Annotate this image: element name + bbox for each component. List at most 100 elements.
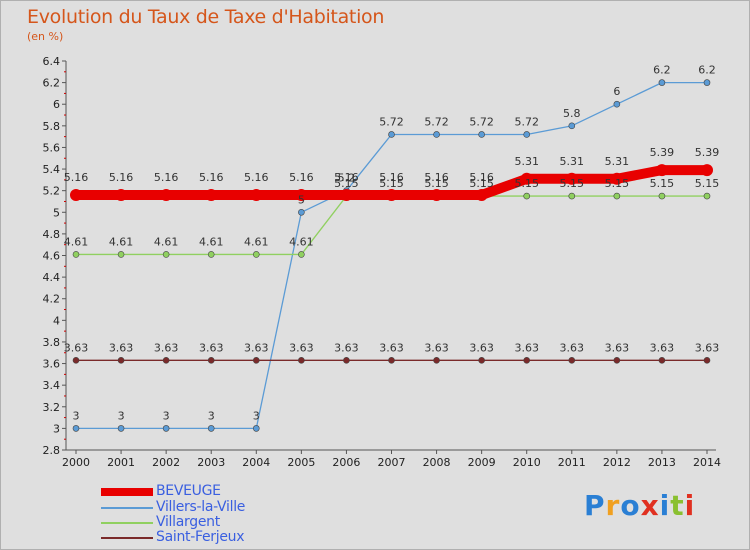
- legend-swatch-villers-la-ville: [101, 507, 153, 509]
- data-point: [72, 357, 80, 364]
- data-label: 3.63: [514, 341, 539, 354]
- y-tick-label: 5.6: [43, 141, 61, 154]
- data-point: [295, 188, 308, 201]
- y-tick-label: 6.4: [43, 55, 61, 68]
- data-label: 6.2: [653, 64, 671, 77]
- data-point: [343, 357, 350, 364]
- data-label: 5.39: [650, 146, 675, 159]
- data-label: 5.72: [469, 115, 494, 128]
- data-point: [117, 425, 125, 432]
- data-point: [475, 188, 488, 201]
- x-tick-label: 2004: [242, 456, 270, 469]
- data-label: 5.16: [64, 171, 89, 184]
- data-point: [162, 251, 170, 258]
- data-point: [703, 192, 711, 200]
- logo-letter: r: [605, 489, 621, 522]
- data-label: 5.31: [605, 155, 630, 168]
- x-tick-label: 2011: [558, 456, 586, 469]
- data-label: 3: [253, 409, 260, 422]
- data-point: [72, 425, 80, 432]
- legend-item-villers-la-ville: Villers-la-Ville: [101, 499, 321, 515]
- data-point: [613, 357, 621, 364]
- legend-swatch-villargent: [101, 522, 153, 524]
- data-label: 3.63: [560, 341, 585, 354]
- data-label: 5.15: [695, 177, 720, 190]
- data-label: 5.8: [563, 107, 581, 120]
- data-label: 5.16: [244, 171, 269, 184]
- data-point: [298, 208, 305, 216]
- x-tick-label: 2014: [693, 456, 721, 469]
- y-tick-label: 5.2: [43, 185, 61, 198]
- data-point: [72, 251, 80, 258]
- logo-letter: t: [670, 489, 685, 522]
- data-label: 5.16: [199, 171, 224, 184]
- data-point: [70, 188, 82, 201]
- y-tick-label: 5: [53, 206, 60, 219]
- data-point: [298, 251, 305, 258]
- data-label: 4.61: [289, 235, 314, 248]
- data-label: 3.63: [424, 341, 449, 354]
- legend-item-beveuge: BEVEUGE: [101, 483, 321, 499]
- logo-letter: x: [640, 489, 660, 522]
- data-label: 5.15: [379, 177, 404, 190]
- data-label: 3: [163, 409, 170, 422]
- data-point: [565, 172, 578, 185]
- proxiti-logo: Proxiti: [584, 489, 695, 522]
- x-tick-label: 2002: [152, 456, 180, 469]
- data-label: 5.15: [469, 177, 494, 190]
- y-tick-label: 4.8: [43, 228, 61, 241]
- data-point: [117, 251, 125, 258]
- legend-item-villargent: Villargent: [101, 514, 321, 530]
- data-point: [252, 251, 260, 258]
- data-point: [701, 164, 713, 177]
- y-tick-label: 5.4: [43, 163, 61, 176]
- logo-letter: i: [684, 489, 696, 522]
- data-label: 4.61: [244, 235, 269, 248]
- logo-letter: o: [620, 489, 641, 522]
- y-tick-label: 3.6: [43, 358, 61, 371]
- y-tick-label: 3.2: [43, 401, 61, 414]
- data-point: [207, 425, 215, 432]
- data-label: 6.2: [698, 64, 716, 77]
- data-label: 5.39: [695, 146, 720, 159]
- legend-label-saint-ferjeux: Saint-Ferjeux: [156, 529, 245, 545]
- data-point: [655, 164, 668, 177]
- x-tick-label: 2008: [423, 456, 451, 469]
- data-point: [523, 357, 531, 364]
- x-tick-label: 2005: [287, 456, 315, 469]
- data-label: 5.16: [469, 171, 494, 184]
- data-label: 4.61: [64, 235, 89, 248]
- data-point: [433, 357, 440, 364]
- data-label: 5.2: [338, 172, 356, 185]
- logo-letter: P: [584, 489, 606, 522]
- data-label: 3.63: [334, 341, 359, 354]
- data-point: [205, 188, 218, 201]
- y-tick-label: 6.2: [43, 77, 61, 90]
- data-label: 3.63: [199, 341, 224, 354]
- data-point: [523, 131, 531, 138]
- data-label: 3.63: [469, 341, 494, 354]
- x-tick-label: 2006: [332, 456, 360, 469]
- data-label: 5.16: [424, 171, 449, 184]
- data-point: [568, 122, 576, 130]
- data-label: 3.63: [244, 341, 269, 354]
- data-point: [568, 357, 576, 364]
- data-point: [388, 357, 395, 364]
- y-tick-label: 4.6: [43, 250, 61, 263]
- data-point: [478, 357, 485, 364]
- data-label: 3.63: [109, 341, 134, 354]
- data-label: 3.63: [695, 341, 720, 354]
- data-point: [117, 357, 125, 364]
- data-label: 4.61: [154, 235, 179, 248]
- data-point: [610, 172, 623, 185]
- data-point: [160, 188, 173, 201]
- data-label: 3.63: [289, 341, 314, 354]
- data-label: 3.63: [605, 341, 630, 354]
- data-point: [388, 131, 395, 138]
- data-label: 5.72: [514, 115, 539, 128]
- y-tick-label: 3.4: [43, 379, 61, 392]
- data-label: 4.61: [109, 235, 134, 248]
- data-point: [703, 79, 711, 86]
- legend-item-saint-ferjeux: Saint-Ferjeux: [101, 529, 321, 545]
